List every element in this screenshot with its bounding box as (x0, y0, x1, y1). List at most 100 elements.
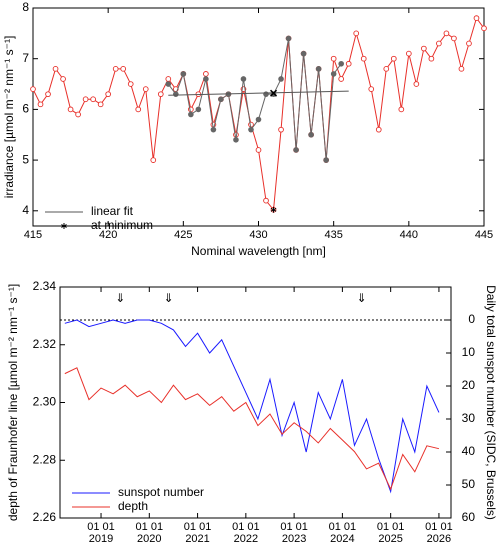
marker (240, 76, 247, 82)
marker (368, 86, 375, 92)
legend-label: depth (118, 499, 148, 513)
marker (375, 126, 382, 133)
marker (203, 76, 209, 82)
y-tick-label: 4 (22, 203, 29, 217)
y-tick-label: 7 (22, 51, 29, 65)
x-tick-label: 01 01 2023 (280, 521, 308, 545)
marker (323, 157, 329, 163)
marker (315, 66, 322, 72)
x-tick-label: 425 (174, 229, 193, 241)
marker (37, 101, 44, 108)
x-tick-label: 01 01 2024 (328, 521, 357, 545)
y-tick-label: 6 (22, 102, 29, 116)
marker (255, 116, 262, 123)
y2-axis-label: Daily total sunspot number (SIDC, Brusse… (484, 285, 498, 520)
marker (421, 45, 427, 52)
marker (105, 91, 112, 98)
marker (330, 55, 337, 62)
marker (233, 137, 239, 143)
marker (248, 126, 254, 133)
series-line (168, 90, 349, 96)
marker (45, 91, 51, 98)
marker (210, 126, 217, 133)
marker (398, 106, 405, 113)
marker (97, 101, 104, 108)
marker (300, 50, 307, 57)
x-tick-label: 445 (474, 229, 494, 241)
marker (338, 60, 344, 67)
marker (165, 76, 172, 82)
y2-tick-label: 40 (462, 444, 476, 458)
y-axis-label: irradiance [µmol m⁻² nm⁻¹ s⁻¹] (2, 36, 16, 199)
marker (112, 65, 119, 72)
annotation: ⇓ (115, 291, 125, 305)
legend-label: linear fit (91, 204, 134, 218)
marker (120, 65, 127, 72)
x-tick-label: 01 01 2022 (232, 521, 260, 545)
marker (473, 15, 480, 21)
x-tick-label: 01 01 2019 (87, 521, 115, 545)
x-tick-label: 430 (249, 229, 268, 241)
y-tick-label: 2.28 (33, 452, 57, 466)
x-axis-label: Nominal wavelength [nm] (191, 244, 326, 258)
marker (360, 55, 367, 62)
marker (203, 71, 209, 77)
y-tick-label: 5 (22, 152, 29, 166)
marker (436, 40, 442, 47)
marker (405, 50, 412, 57)
x-tick-label: 01 01 2026 (425, 521, 453, 545)
marker (218, 96, 224, 103)
marker (263, 197, 269, 204)
y2-tick-label: 0 (468, 312, 475, 326)
marker (466, 40, 472, 47)
y2-tick-label: 10 (462, 345, 476, 359)
legend-label: at minimum (91, 218, 153, 232)
y-tick-label: 8 (22, 0, 29, 14)
marker (458, 65, 465, 72)
marker (75, 111, 81, 118)
marker (60, 76, 66, 82)
marker (142, 86, 149, 92)
marker (135, 106, 142, 113)
y-tick-label: 2.32 (33, 337, 57, 351)
marker (165, 81, 172, 87)
x-tick-label: 420 (98, 229, 118, 241)
marker (270, 89, 278, 97)
marker (443, 30, 450, 37)
marker (285, 35, 292, 42)
series-line (64, 367, 440, 491)
marker (30, 86, 36, 92)
y2-tick-label: 50 (462, 477, 476, 491)
x-tick-label: 01 01 2020 (135, 521, 164, 545)
marker (150, 157, 157, 163)
marker (61, 223, 67, 229)
marker (413, 81, 420, 87)
legend-label: sunspot number (118, 485, 204, 499)
x-tick-label: 440 (399, 229, 418, 241)
marker (390, 55, 397, 62)
marker (278, 76, 284, 82)
annotation: ⇓ (164, 291, 174, 305)
marker (157, 91, 164, 98)
y-tick-label: 2.34 (33, 279, 57, 293)
marker (90, 96, 96, 103)
marker (353, 30, 360, 37)
marker (330, 71, 337, 77)
marker (52, 65, 59, 72)
y-axis-label: depth of Fraunhofer line [µmol m⁻² nm⁻¹ … (6, 284, 20, 521)
marker (308, 131, 314, 138)
marker (127, 81, 134, 87)
y-tick-label: 2.26 (33, 510, 57, 524)
marker (451, 35, 457, 42)
marker (82, 96, 89, 103)
marker (180, 71, 187, 77)
series-line (167, 38, 342, 161)
marker (383, 65, 390, 72)
x-tick-label: 435 (324, 229, 343, 241)
series-line (32, 17, 485, 212)
marker (481, 25, 487, 32)
y2-tick-label: 20 (462, 378, 476, 392)
marker (345, 60, 352, 67)
